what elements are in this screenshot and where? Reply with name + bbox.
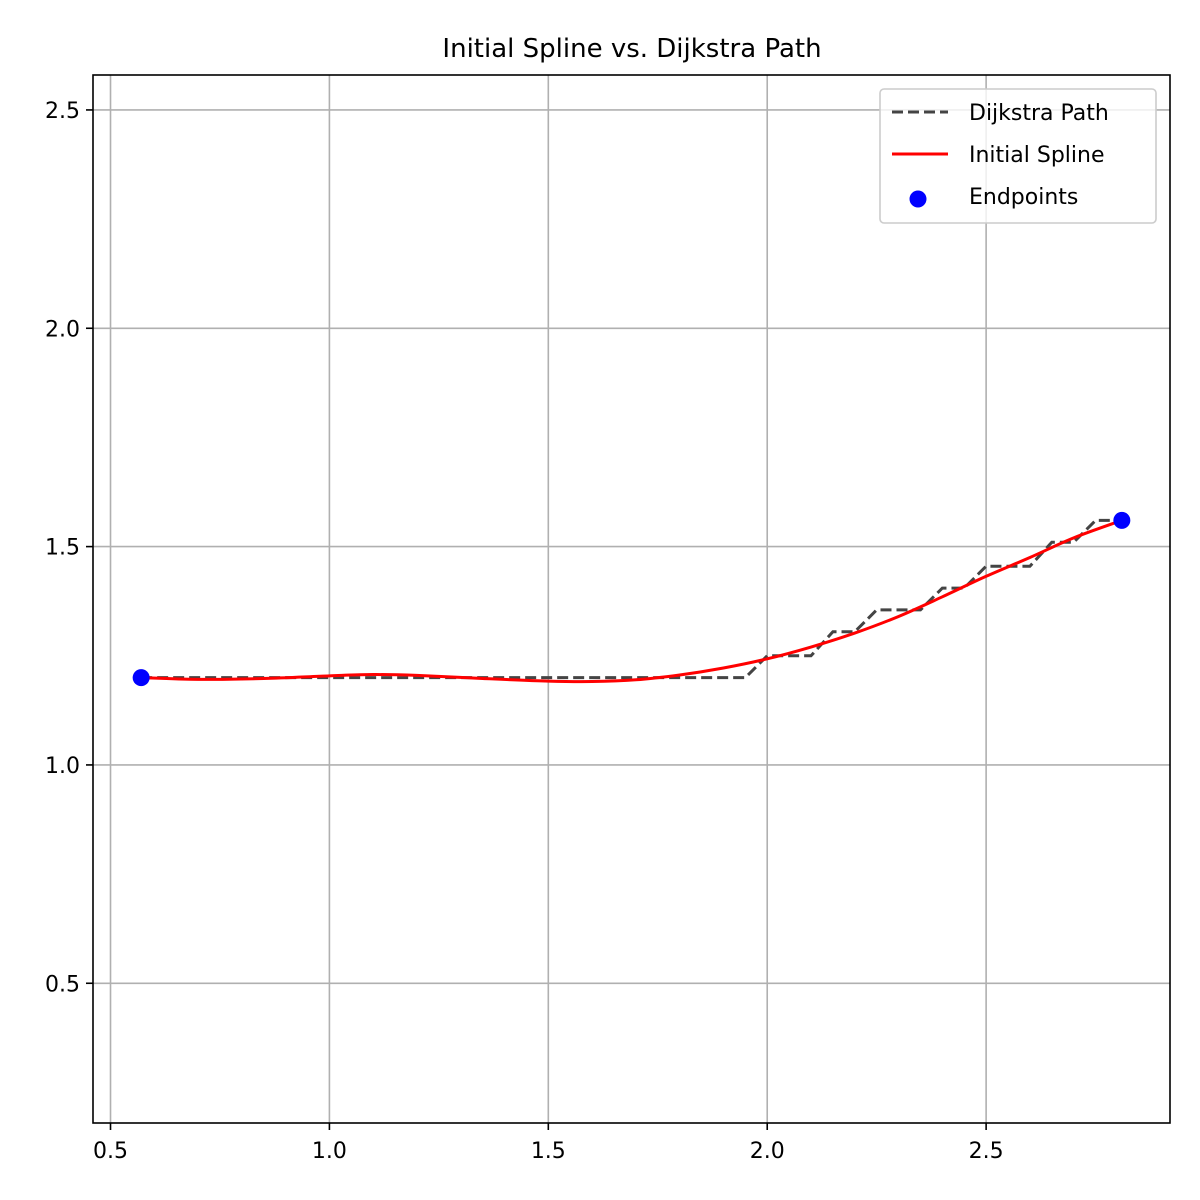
x-tick-label: 1.5 [531,1139,566,1164]
y-tick-label: 2.5 [45,99,80,124]
series-layer [132,511,1131,687]
x-tick-label: 2.5 [969,1139,1004,1164]
y-tick-label: 2.0 [45,317,80,342]
x-tick-label: 2.0 [750,1139,785,1164]
legend-box [879,88,1157,224]
y-tick-label: 1.0 [45,754,80,779]
legend-endpoints-swatch [909,190,927,208]
chart-title: Initial Spline vs. Dijkstra Path [442,34,821,64]
legend: Dijkstra Path Initial Spline Endpoints [879,88,1157,224]
legend-label: Initial Spline [969,143,1105,168]
ticks: 0.5 1.0 1.5 2.0 2.5 0.5 1.0 1.5 2.0 2.5 [45,99,1004,1164]
y-tick-label: 0.5 [45,972,80,997]
x-tick-label: 0.5 [93,1139,128,1164]
y-tick-label: 1.5 [45,536,80,561]
legend-label: Endpoints [969,185,1078,210]
endpoint-marker [1113,511,1131,529]
initial-spline-line [141,518,1123,684]
plot-frame [92,74,1171,1124]
x-tick-label: 1.0 [312,1139,347,1164]
legend-label: Dijkstra Path [969,101,1109,126]
endpoint-marker [132,669,150,687]
